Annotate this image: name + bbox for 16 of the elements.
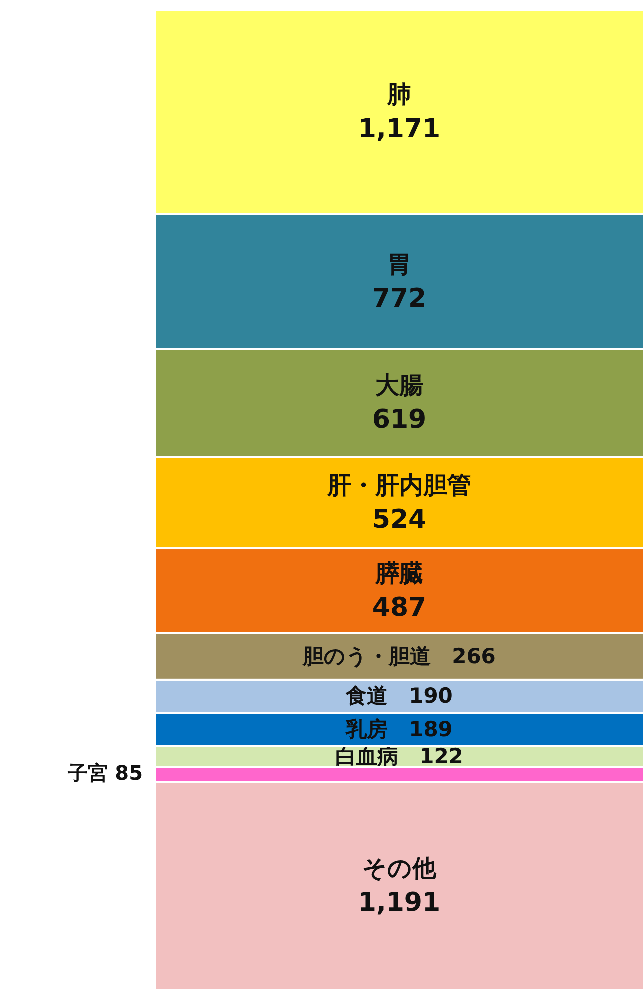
data-label: 772: [372, 284, 427, 314]
series: 食道 190: [154, 678, 644, 714]
bar: [154, 781, 644, 990]
series-label: 肝・肝内胆管: [326, 471, 472, 500]
data-label: 524: [372, 504, 427, 535]
data-label: 487: [372, 593, 427, 624]
series-label: 膵臓: [374, 560, 424, 588]
series: 乳房 189: [154, 712, 644, 748]
series-label: 大腸: [376, 372, 424, 400]
data-label: 619: [372, 405, 427, 436]
series-label: その他: [362, 854, 438, 883]
data-label: 1,191: [358, 888, 441, 918]
series: 胆のう・胆道 266: [154, 632, 644, 681]
series-label: 胃: [388, 250, 412, 278]
series-label: 肺: [386, 80, 412, 109]
data-label: 1,171: [358, 114, 441, 144]
